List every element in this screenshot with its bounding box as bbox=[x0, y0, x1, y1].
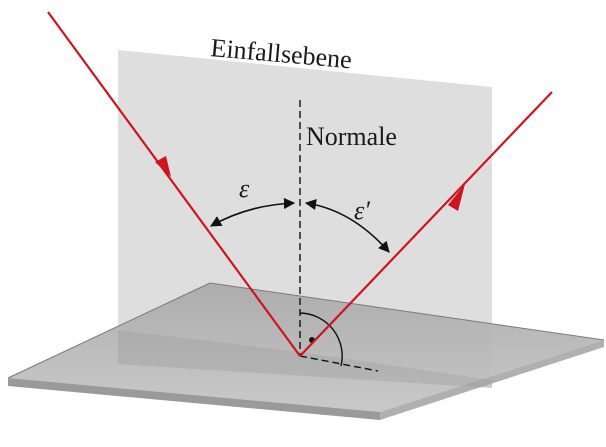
angle-arc-incidence bbox=[210, 197, 296, 227]
normal-label: Normale bbox=[306, 122, 397, 151]
right-angle-arc bbox=[299, 312, 343, 367]
surface-edge-right bbox=[380, 340, 604, 420]
reflecting-surface bbox=[8, 283, 604, 412]
surface-outline-left bbox=[7, 282, 211, 379]
surface-edge bbox=[8, 378, 380, 420]
surface-outline-right bbox=[209, 282, 605, 341]
incident-ray-arrowhead bbox=[155, 156, 171, 177]
reflected-ray bbox=[299, 91, 553, 357]
angle-incidence-label: ε bbox=[239, 174, 250, 203]
reflected-ray-arrowhead bbox=[448, 184, 465, 211]
incident-ray bbox=[47, 11, 301, 357]
plane-below-surface bbox=[118, 330, 492, 388]
angle-reflection-label: ε′ bbox=[354, 196, 370, 225]
angle-arc-reflection bbox=[304, 198, 390, 253]
surface-intersection-line bbox=[299, 355, 379, 372]
